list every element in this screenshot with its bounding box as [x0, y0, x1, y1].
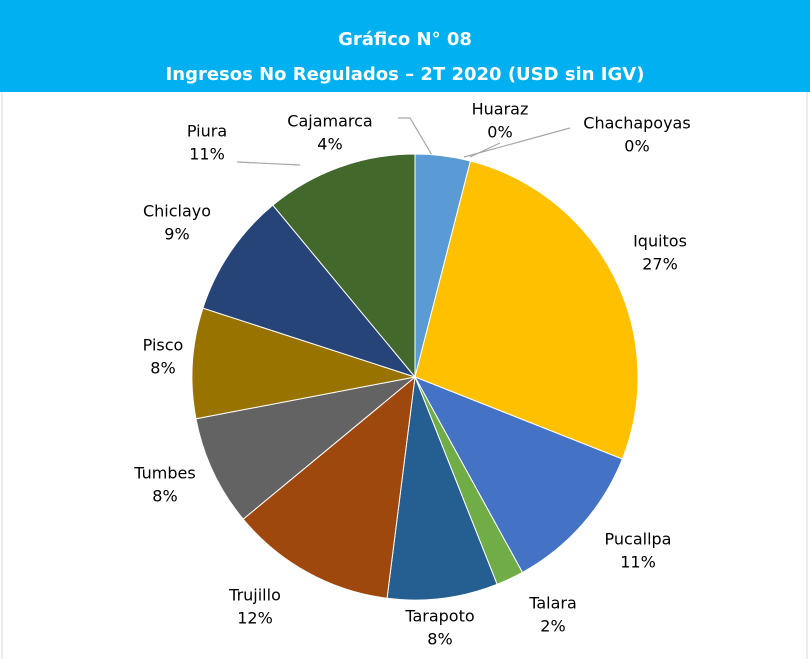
- slice-value-label: 27%: [642, 255, 678, 274]
- slice-value-label: 8%: [152, 487, 177, 506]
- pie-slice: [386, 376, 498, 601]
- slice-label: Iquitos: [633, 232, 687, 251]
- slice-label: Tumbes: [133, 464, 195, 483]
- pie-slice: [272, 153, 416, 379]
- slice-label: Cajamarca: [287, 112, 372, 131]
- chart-title: Gráfico N° 08: [338, 29, 472, 50]
- slice-label: Huaraz: [472, 100, 529, 119]
- slice-value-label: 11%: [620, 553, 656, 572]
- pie-slice: [191, 307, 416, 420]
- leader-line: [469, 142, 501, 158]
- pie-slice: [195, 376, 416, 520]
- slice-value-label: 8%: [150, 359, 175, 378]
- leader-line: [463, 127, 571, 158]
- pie-slice: [242, 375, 416, 599]
- slice-label: Tarapoto: [404, 607, 474, 626]
- chart-subtitle: Ingresos No Regulados – 2T 2020 (USD sin…: [166, 64, 645, 85]
- slice-label: Talara: [528, 594, 577, 613]
- slice-label: Pisco: [143, 336, 184, 355]
- slice-label: Chiclayo: [143, 202, 211, 221]
- slice-label: Piura: [187, 122, 227, 141]
- header-band: [0, 0, 810, 92]
- pie-slice: [413, 376, 623, 574]
- slice-value-label: 0%: [624, 137, 649, 156]
- slice-value-label: 12%: [237, 609, 273, 628]
- leader-line: [236, 161, 301, 166]
- slice-value-label: 0%: [487, 123, 512, 142]
- pie-slice: [202, 204, 417, 379]
- slice-value-label: 4%: [317, 135, 342, 154]
- slice-label: Chachapoyas: [583, 114, 690, 133]
- leader-line: [398, 117, 433, 156]
- slice-value-label: 2%: [540, 617, 565, 636]
- slice-label: Trujillo: [228, 586, 281, 605]
- slice-value-label: 9%: [164, 225, 189, 244]
- slice-label: Pucallpa: [605, 530, 672, 549]
- slice-value-label: 8%: [427, 630, 452, 649]
- slice-value-label: 11%: [189, 145, 225, 164]
- pie-slice: [414, 160, 639, 460]
